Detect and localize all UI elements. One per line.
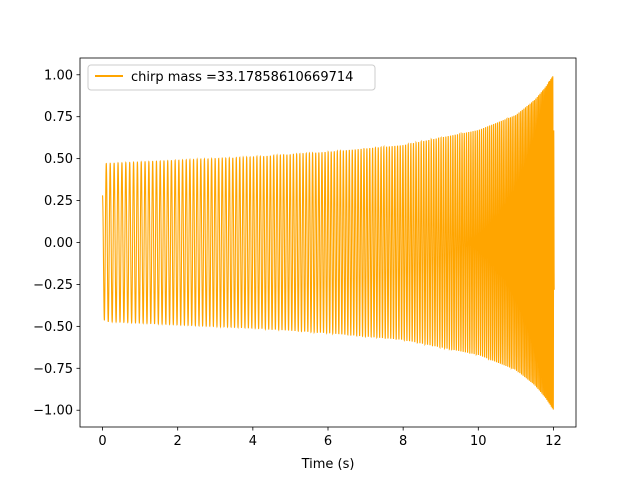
x-tick-label: 0 bbox=[98, 434, 106, 449]
x-tick-label: 12 bbox=[545, 434, 562, 449]
y-tick-label: −0.75 bbox=[33, 362, 73, 377]
series-line bbox=[102, 76, 555, 410]
x-tick-label: 10 bbox=[470, 434, 487, 449]
x-tick-label: 8 bbox=[399, 434, 407, 449]
x-tick-label: 4 bbox=[249, 434, 257, 449]
y-tick-label: 0.00 bbox=[44, 236, 73, 251]
legend-label: chirp mass =33.17858610669714 bbox=[131, 70, 353, 85]
plot-area bbox=[102, 76, 555, 410]
legend-box bbox=[87, 64, 376, 91]
y-tick-label: 0.50 bbox=[44, 152, 73, 167]
x-tick-label: 2 bbox=[174, 434, 182, 449]
x-axis-label: Time (s) bbox=[301, 457, 355, 472]
y-tick-label: 0.25 bbox=[44, 194, 73, 209]
legend: chirp mass =33.17858610669714 bbox=[87, 64, 376, 91]
y-tick-label: 0.75 bbox=[44, 110, 73, 125]
y-tick-label: 1.00 bbox=[44, 68, 73, 83]
x-tick-label: 6 bbox=[324, 434, 332, 449]
y-tick-label: −0.50 bbox=[33, 320, 73, 335]
y-tick-label: −1.00 bbox=[33, 404, 73, 419]
axes: 0 2 4 6 8 10 12 −1.00 −0.75 −0.50 −0.25 0.00 0.25 0.5… bbox=[33, 57, 577, 449]
y-tick-label: −0.25 bbox=[33, 278, 73, 293]
